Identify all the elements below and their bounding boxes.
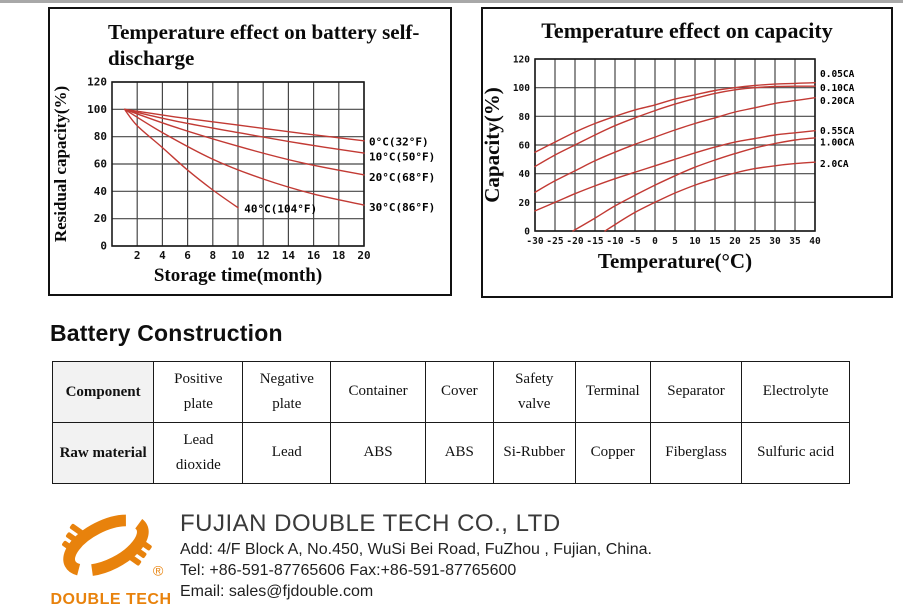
svg-text:Temperature(°C): Temperature(°C) xyxy=(598,249,752,273)
page-top-edge xyxy=(0,0,903,3)
svg-text:60: 60 xyxy=(94,157,107,170)
svg-text:-20: -20 xyxy=(566,236,583,247)
svg-text:8: 8 xyxy=(209,249,216,262)
svg-text:16: 16 xyxy=(307,249,321,262)
table-cell: Fiberglass xyxy=(649,422,743,484)
svg-text:0°C(32°F): 0°C(32°F) xyxy=(369,135,429,148)
svg-text:40: 40 xyxy=(519,169,531,180)
company-footer: ® DOUBLE TECH FUJIAN DOUBLE TECH CO., LT… xyxy=(50,510,903,609)
table-cell: Lead dioxide xyxy=(153,422,244,484)
svg-text:25: 25 xyxy=(749,236,761,247)
table-cell: ABS xyxy=(424,422,494,484)
table-cell: Positive plate xyxy=(153,361,244,423)
logo-wordmark: DOUBLE TECH xyxy=(50,591,172,608)
table-cell: Negative plate xyxy=(242,361,332,423)
svg-text:1.00CA: 1.00CA xyxy=(820,137,855,148)
svg-text:100: 100 xyxy=(87,102,107,115)
svg-text:14: 14 xyxy=(282,249,296,262)
svg-text:35: 35 xyxy=(789,236,801,247)
company-info: FUJIAN DOUBLE TECH CO., LTD Add: 4/F Blo… xyxy=(180,510,652,601)
table-row-component: Component Positive plate Negative plate … xyxy=(51,361,850,423)
svg-text:Residual capacity(%): Residual capacity(%) xyxy=(51,85,70,241)
svg-text:20: 20 xyxy=(519,197,531,208)
construction-table: Component Positive plate Negative plate … xyxy=(51,361,850,484)
company-name: FUJIAN DOUBLE TECH CO., LTD xyxy=(180,510,561,537)
svg-text:0: 0 xyxy=(652,236,658,247)
table-cell: Safety valve xyxy=(492,361,576,423)
table-cell: Separator xyxy=(649,361,743,423)
svg-text:40: 40 xyxy=(809,236,821,247)
svg-text:6: 6 xyxy=(184,249,191,262)
svg-text:-5: -5 xyxy=(629,236,641,247)
double-tech-swoosh-icon: ® xyxy=(62,514,164,580)
svg-text:-15: -15 xyxy=(586,236,603,247)
table-cell: Cover xyxy=(424,361,494,423)
company-logo: ® DOUBLE TECH xyxy=(50,512,172,609)
svg-text:0.10CA: 0.10CA xyxy=(820,83,855,94)
table-cell: Terminal xyxy=(574,361,651,423)
self-discharge-chart: 2 4 6 8 10 12 14 16 18 20 0 20 40 60 80 100 120 0°C(32°F)… xyxy=(51,75,435,286)
svg-text:-25: -25 xyxy=(546,236,563,247)
table-cell: Copper xyxy=(574,422,651,484)
svg-text:12: 12 xyxy=(257,249,270,262)
svg-text:18: 18 xyxy=(332,249,345,262)
table-cell: ABS xyxy=(330,422,426,484)
svg-text:40°C(104°F): 40°C(104°F) xyxy=(244,202,317,215)
svg-text:20°C(68°F): 20°C(68°F) xyxy=(369,171,435,184)
table-cell: Container xyxy=(330,361,426,423)
svg-text:10°C(50°F): 10°C(50°F) xyxy=(369,150,435,163)
construction-heading: Battery Construction xyxy=(50,320,283,346)
svg-text:2.0CA: 2.0CA xyxy=(820,159,849,170)
svg-text:Storage time(month): Storage time(month) xyxy=(154,265,322,286)
svg-text:0.55CA: 0.55CA xyxy=(820,126,855,137)
capacity-chart: -30 -25 -20 -15 -10 -5 0 5 10 15 20 25 30 35 40 0 20 40 60… xyxy=(483,54,855,273)
table-cell: Electrolyte xyxy=(741,361,850,423)
company-tel-fax: Tel: +86-591-87765606 Fax:+86-591-877656… xyxy=(180,562,517,579)
svg-text:-10: -10 xyxy=(606,236,623,247)
svg-text:20: 20 xyxy=(357,249,370,262)
svg-text:120: 120 xyxy=(87,75,107,88)
svg-text:30: 30 xyxy=(769,236,781,247)
table-cell: Lead xyxy=(242,422,332,484)
table-cell: Raw material xyxy=(51,422,155,484)
table-cell: Component xyxy=(51,361,155,423)
svg-text:15: 15 xyxy=(709,236,721,247)
capacity-chart-title: Temperature effect on capacity xyxy=(541,18,833,43)
svg-text:60: 60 xyxy=(519,140,531,151)
svg-text:2: 2 xyxy=(134,249,141,262)
svg-text:80: 80 xyxy=(519,111,531,122)
company-email: Email: sales@fjdouble.com xyxy=(180,583,374,600)
svg-text:120: 120 xyxy=(513,54,530,65)
svg-text:10: 10 xyxy=(689,236,701,247)
table-cell: Si-Rubber xyxy=(492,422,576,484)
svg-text:0: 0 xyxy=(524,226,530,237)
svg-text:5: 5 xyxy=(672,236,678,247)
self-discharge-chart-title: Temperature effect on battery self-disch… xyxy=(108,20,420,71)
svg-text:0.05CA: 0.05CA xyxy=(820,68,855,79)
chart-box-capacity: Temperature effect on capacity -30 -25 -20… xyxy=(481,7,893,298)
svg-text:80: 80 xyxy=(94,130,107,143)
svg-text:20: 20 xyxy=(94,212,107,225)
registered-mark-icon: ® xyxy=(153,564,164,580)
svg-text:4: 4 xyxy=(159,249,166,262)
svg-text:0: 0 xyxy=(100,239,107,252)
charts-row: Temperature effect on battery self-disch… xyxy=(48,7,903,298)
svg-text:30°C(86°F): 30°C(86°F) xyxy=(369,201,435,214)
svg-text:10: 10 xyxy=(231,249,244,262)
table-cell: Sulfuric acid xyxy=(741,422,850,484)
svg-text:Capacity(%): Capacity(%) xyxy=(483,87,504,202)
svg-text:0.20CA: 0.20CA xyxy=(820,96,855,107)
company-address: Add: 4/F Block A, No.450, WuSi Bei Road,… xyxy=(180,541,652,558)
table-row-raw-material: Raw material Lead dioxide Lead ABS ABS S… xyxy=(51,422,850,484)
svg-text:20: 20 xyxy=(729,236,741,247)
svg-text:-30: -30 xyxy=(526,236,543,247)
svg-text:100: 100 xyxy=(513,83,530,94)
svg-text:40: 40 xyxy=(94,184,107,197)
chart-box-self-discharge: Temperature effect on battery self-disch… xyxy=(48,7,452,296)
